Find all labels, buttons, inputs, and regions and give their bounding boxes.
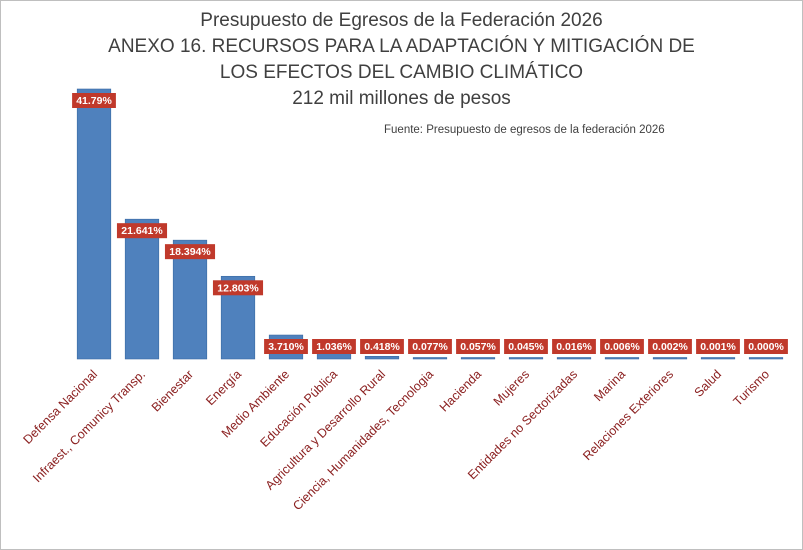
data-label-1: 21.641%	[116, 223, 168, 239]
svg-text:0.002%: 0.002%	[652, 341, 688, 353]
category-label-8: Hacienda	[437, 367, 484, 414]
chart-title-line-1: Presupuesto de Egresos de la Federación …	[200, 10, 603, 31]
bar-12	[652, 357, 688, 360]
bar-8	[460, 357, 496, 360]
svg-text:0.077%: 0.077%	[412, 341, 448, 353]
category-label-2: Bienestar	[149, 367, 196, 414]
data-label-2: 18.394%	[164, 244, 216, 260]
svg-text:0.016%: 0.016%	[556, 341, 592, 353]
data-label-3: 12.803%	[212, 280, 264, 296]
svg-text:0.006%: 0.006%	[604, 341, 640, 353]
bar-7	[412, 357, 448, 360]
bar-6	[364, 355, 400, 360]
svg-text:0.045%: 0.045%	[508, 341, 544, 353]
chart-subtitle: 212 mil millones de pesos	[292, 88, 511, 109]
data-label-0: 41.79%	[72, 93, 116, 108]
bar-10	[556, 357, 592, 360]
data-label-14: 0.000%	[744, 339, 788, 354]
data-label-8: 0.057%	[456, 339, 500, 354]
data-label-5: 1.036%	[312, 339, 356, 354]
data-label-11: 0.006%	[600, 339, 644, 354]
svg-text:21.641%: 21.641%	[121, 225, 163, 237]
category-label-12: Relaciones Exteriores	[580, 367, 676, 463]
chart-title: Presupuesto de Egresos de la Federación …	[0, 8, 803, 112]
category-label-11: Marina	[591, 367, 628, 404]
bar-14	[748, 357, 784, 360]
data-label-13: 0.001%	[696, 339, 740, 354]
svg-text:18.394%: 18.394%	[169, 246, 211, 258]
svg-text:3.710%: 3.710%	[268, 341, 304, 353]
category-label-3: Energía	[203, 367, 244, 408]
svg-text:41.79%: 41.79%	[76, 95, 112, 107]
data-label-10: 0.016%	[552, 339, 596, 354]
svg-text:0.001%: 0.001%	[700, 341, 736, 353]
chart-title-line-2: ANEXO 16. RECURSOS PARA LA ADAPTACIÓN Y …	[108, 36, 695, 57]
svg-text:0.057%: 0.057%	[460, 341, 496, 353]
svg-text:0.418%: 0.418%	[364, 341, 400, 353]
data-label-12: 0.002%	[648, 339, 692, 354]
bar-13	[700, 357, 736, 360]
data-label-6: 0.418%	[360, 339, 404, 354]
data-label-4: 3.710%	[264, 339, 308, 354]
category-label-9: Mujeres	[491, 367, 532, 408]
data-label-7: 0.077%	[408, 339, 452, 354]
category-label-13: Salud	[692, 367, 725, 400]
bar-0	[76, 88, 112, 360]
data-label-9: 0.045%	[504, 339, 548, 354]
category-label-14: Turismo	[731, 367, 773, 409]
svg-text:0.000%: 0.000%	[748, 341, 784, 353]
bar-9	[508, 357, 544, 360]
bar-11	[604, 357, 640, 360]
bar-2	[172, 239, 208, 360]
chart-title-line-3: LOS EFECTOS DEL CAMBIO CLIMÁTICO	[219, 62, 584, 83]
svg-text:12.803%: 12.803%	[217, 282, 259, 294]
bar-1	[124, 218, 160, 360]
svg-text:1.036%: 1.036%	[316, 341, 352, 353]
chart-source: Fuente: Presupuesto de egresos de la fed…	[384, 124, 665, 136]
